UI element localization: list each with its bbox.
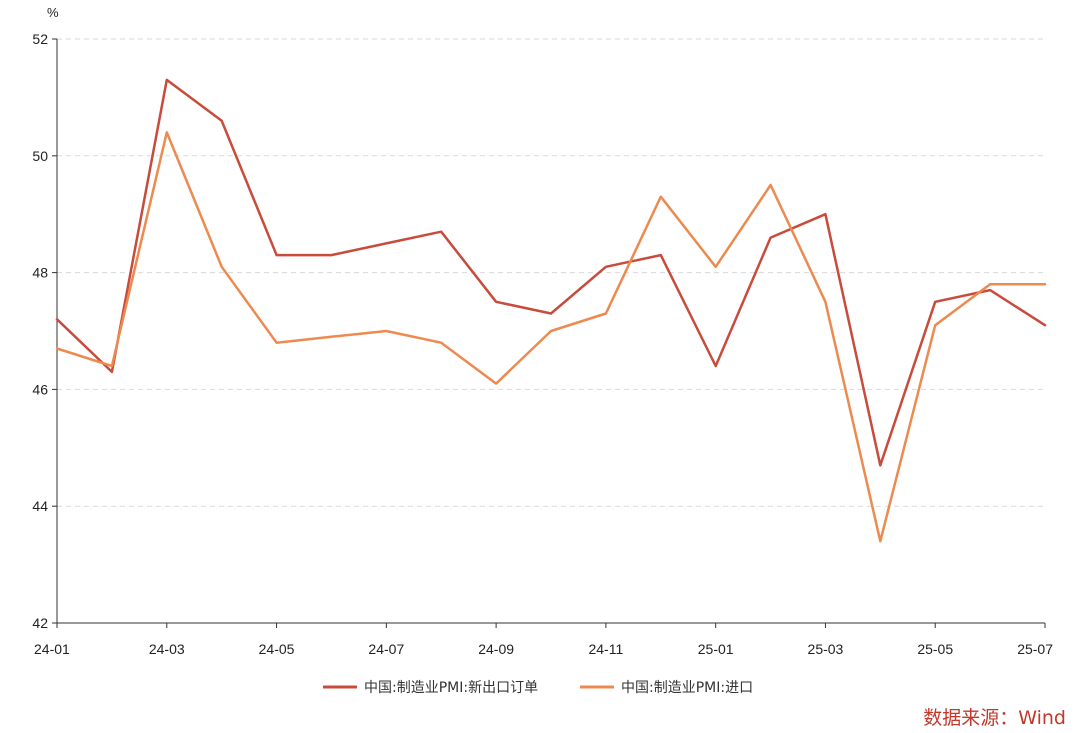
series-line-1 xyxy=(55,131,1047,543)
y-ticks: 42 44 46 48 50 52 xyxy=(32,31,57,631)
legend-item-export-orders: 中国:制造业PMI:新出口订单 xyxy=(323,680,538,696)
x-tick-label: 24-11 xyxy=(588,641,623,657)
legend-label-export-orders: 中国:制造业PMI:新出口订单 xyxy=(364,680,538,696)
legend-item-imports: 中国:制造业PMI:进口 xyxy=(580,680,753,696)
series-line-0 xyxy=(55,78,1047,467)
x-tick-label: 25-01 xyxy=(698,641,734,657)
x-tick-label: 25-03 xyxy=(808,641,844,657)
gridlines xyxy=(57,38,1045,507)
x-tick-label: 24-01 xyxy=(34,641,70,657)
data-source: 数据来源：Wind xyxy=(923,707,1066,729)
x-tick-label: 25-05 xyxy=(917,641,953,657)
x-tick-label: 24-09 xyxy=(478,641,514,657)
x-tick-label: 25-07 xyxy=(1017,641,1053,657)
x-tick-label: 24-03 xyxy=(149,641,185,657)
y-tick-label: 48 xyxy=(32,265,48,281)
series-lines xyxy=(55,78,1047,543)
y-tick-label: 42 xyxy=(32,615,48,631)
y-tick-label: 50 xyxy=(32,148,48,164)
x-tick-label: 24-05 xyxy=(259,641,295,657)
x-ticks: 24-01 24-03 24-05 24-07 24-09 24-11 25-01 25-03… xyxy=(34,623,1053,657)
y-unit-label: % xyxy=(47,5,59,20)
legend-label-imports: 中国:制造业PMI:进口 xyxy=(621,680,753,696)
axes: % xyxy=(47,5,1045,624)
y-tick-label: 46 xyxy=(32,381,48,397)
y-tick-label: 44 xyxy=(32,498,48,514)
y-tick-label: 52 xyxy=(32,31,48,47)
x-tick-label: 24-07 xyxy=(368,641,404,657)
legend: 中国:制造业PMI:新出口订单 中国:制造业PMI:进口 xyxy=(323,680,753,696)
